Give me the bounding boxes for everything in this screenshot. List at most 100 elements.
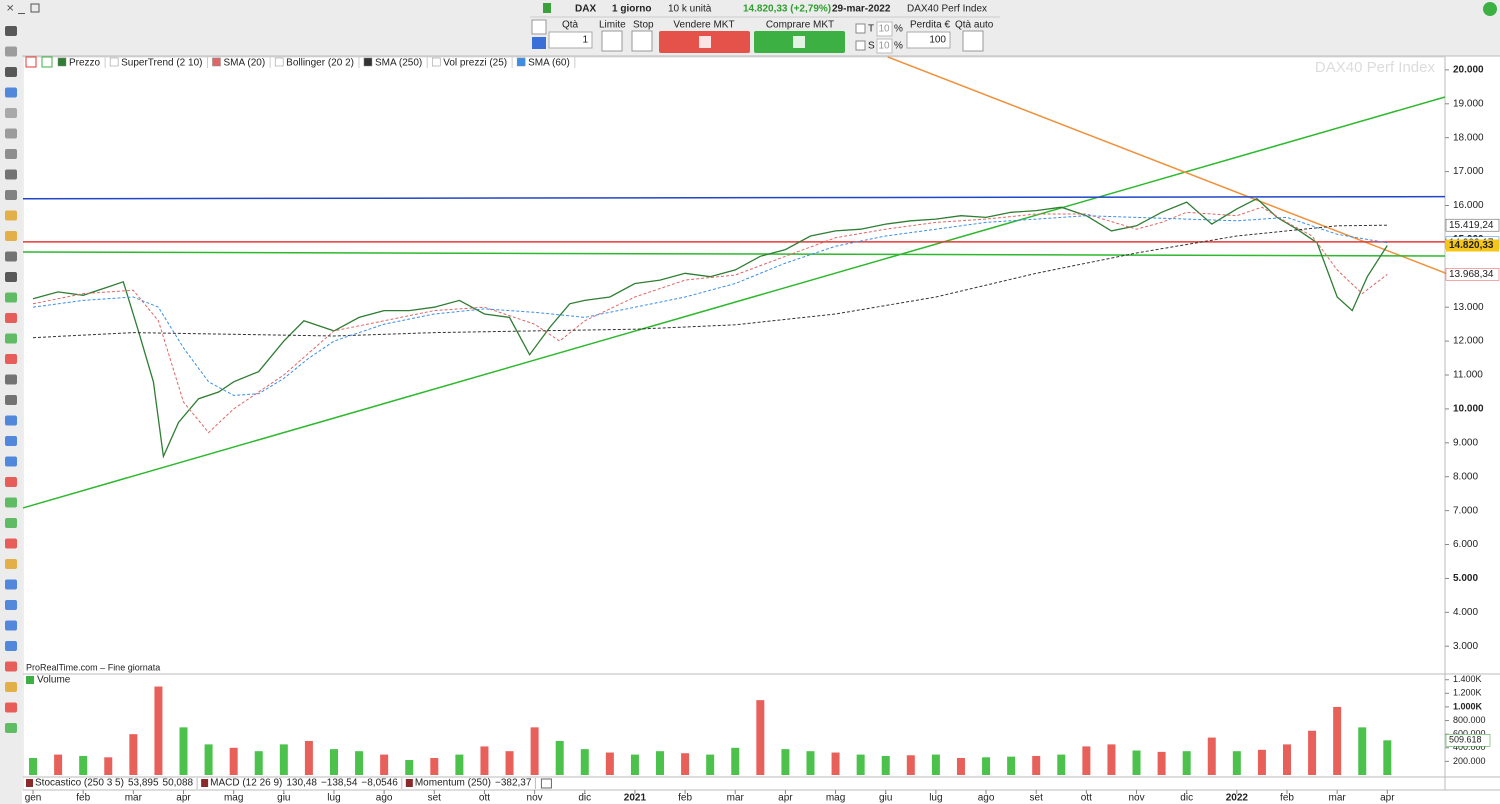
tool-icon[interactable] (5, 210, 17, 221)
period[interactable]: 1 giorno (612, 4, 651, 15)
loss-value[interactable]: 100 (929, 35, 946, 46)
tool-icon[interactable] (5, 661, 17, 672)
indicator-reading: 53,895 (128, 778, 159, 789)
x-tick-label: feb (678, 793, 692, 804)
y-tick-label: 1.000K (1453, 701, 1483, 711)
s-unit: % (894, 41, 903, 52)
y-tick-label: 7.000 (1453, 505, 1478, 516)
legend-label[interactable]: Prezzo (69, 58, 101, 69)
limit-button[interactable] (601, 30, 623, 52)
tool-icon[interactable] (5, 333, 17, 344)
legend-label[interactable]: SMA (20) (223, 58, 265, 69)
t-value[interactable]: 10 (878, 24, 890, 35)
tool-icon[interactable] (5, 477, 17, 487)
tool-icon[interactable] (5, 251, 17, 262)
tool-icon[interactable] (5, 67, 17, 77)
legend-label[interactable]: Vol prezzi (25) (443, 58, 507, 69)
legend-label[interactable]: SMA (60) (528, 58, 570, 69)
tool-icon[interactable] (5, 272, 17, 282)
legend-swatch[interactable] (363, 57, 373, 67)
indicator-swatch[interactable] (201, 779, 209, 787)
legend-swatch[interactable] (57, 57, 67, 67)
t-input[interactable] (876, 21, 893, 37)
icon[interactable] (531, 19, 547, 35)
tool-icon[interactable] (5, 292, 17, 303)
tool-icon[interactable] (5, 538, 17, 549)
tool-icon[interactable] (5, 497, 17, 508)
tool-icon[interactable] (5, 723, 17, 733)
legend-label[interactable]: SuperTrend (2 10) (121, 58, 202, 69)
tool-icon[interactable] (5, 600, 17, 610)
price-badge-label: 13.968,34 (1449, 269, 1494, 280)
stop-button[interactable] (631, 30, 653, 52)
qty-label: Qtà (562, 20, 579, 31)
indicator-name[interactable]: Momentum (250) (415, 778, 491, 789)
legend-swatch[interactable] (431, 57, 441, 67)
close-button[interactable]: ✕ (6, 4, 14, 15)
volume-bar (29, 757, 38, 775)
tool-icon[interactable] (5, 149, 17, 159)
tool-icon[interactable] (5, 354, 17, 364)
volume-bar (806, 751, 815, 775)
volume-bar (154, 686, 163, 775)
units[interactable]: 10 k unità (668, 4, 712, 15)
legend-label[interactable]: SMA (250) (375, 58, 422, 69)
tool-icon[interactable] (5, 436, 17, 446)
icon (41, 56, 53, 68)
legend-label[interactable]: Bollinger (20 2) (286, 58, 354, 69)
s-input[interactable] (876, 38, 893, 54)
tool-icon[interactable] (5, 415, 17, 426)
indicator-swatch[interactable] (405, 779, 413, 787)
tool-icon[interactable] (5, 702, 17, 713)
x-tick-label: mar (125, 793, 143, 804)
icon (793, 36, 805, 48)
loss-input[interactable] (906, 31, 951, 49)
tool-icon[interactable] (5, 169, 17, 180)
volume-bar (329, 749, 338, 775)
tool-icon[interactable] (5, 579, 17, 590)
checkbox[interactable] (855, 23, 866, 34)
legend-swatch[interactable] (109, 57, 119, 67)
expand-button[interactable] (540, 778, 552, 789)
tool-icon[interactable] (5, 190, 17, 200)
tool-icon[interactable] (5, 559, 17, 569)
tool-icon[interactable] (5, 128, 17, 139)
tool-icon[interactable] (5, 682, 17, 692)
checkbox[interactable] (855, 40, 866, 51)
indicator-reading: −138,54 (321, 778, 358, 789)
tool-icon[interactable] (5, 374, 17, 385)
y-tick-label: 400.000 (1453, 742, 1486, 752)
indicator-name[interactable]: MACD (12 26 9) (210, 778, 282, 789)
volume-bar (1232, 751, 1241, 775)
tool-icon[interactable] (5, 231, 17, 241)
volume-bar (530, 727, 539, 775)
legend-swatch[interactable] (212, 57, 221, 67)
indicator-swatch[interactable] (26, 779, 33, 787)
tool-icon[interactable] (5, 87, 17, 98)
tool-icon[interactable] (5, 46, 17, 57)
maximize-button[interactable] (30, 3, 40, 13)
volume-bar (906, 755, 915, 775)
qty-input[interactable] (548, 31, 593, 49)
tool-icon[interactable] (5, 456, 17, 467)
minimize-button[interactable] (18, 13, 25, 14)
tool-icon[interactable] (5, 395, 17, 405)
auto-qty-button[interactable] (962, 30, 984, 52)
indicator-name[interactable]: Stocastico (250 3 5) (35, 778, 124, 789)
tool-icon[interactable] (5, 108, 17, 118)
icon[interactable] (532, 37, 546, 49)
x-tick-label: giu (879, 793, 892, 804)
qty-value[interactable]: 1 (582, 35, 588, 46)
tool-icon[interactable] (5, 313, 17, 323)
tool-icon[interactable] (5, 518, 17, 528)
tool-icon[interactable] (5, 641, 17, 651)
volume-bar (1308, 730, 1317, 775)
legend-swatch[interactable] (274, 57, 284, 67)
tool-icon[interactable] (5, 26, 17, 36)
tool-icon[interactable] (5, 620, 17, 631)
legend-swatch[interactable] (516, 57, 526, 67)
instrument: DAX40 Perf Index (907, 4, 987, 15)
symbol[interactable]: DAX (575, 4, 596, 15)
s-value[interactable]: 10 (878, 41, 890, 52)
volume-bar (605, 752, 614, 775)
